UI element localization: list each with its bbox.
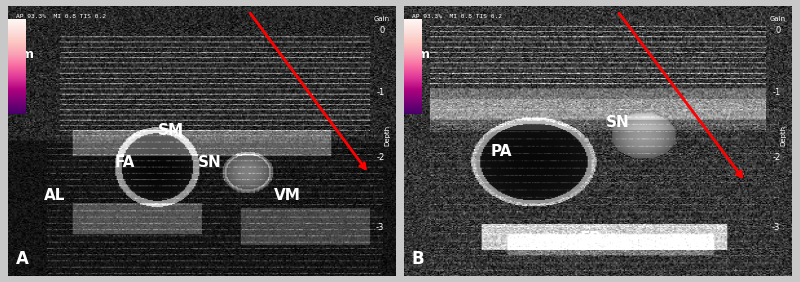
Text: -1: -1 bbox=[376, 88, 384, 97]
Text: AP 93.3%  MI 0.8 TIS 0.2: AP 93.3% MI 0.8 TIS 0.2 bbox=[412, 14, 502, 19]
Text: 0: 0 bbox=[775, 25, 780, 34]
Text: -3: -3 bbox=[376, 223, 384, 232]
Text: Depth: Depth bbox=[384, 125, 390, 146]
Text: Gain: Gain bbox=[374, 16, 390, 23]
Text: -3: -3 bbox=[772, 223, 780, 232]
Text: SN: SN bbox=[606, 114, 630, 129]
Text: PA: PA bbox=[490, 144, 512, 159]
Text: A: A bbox=[16, 250, 29, 268]
Text: -1: -1 bbox=[772, 88, 780, 97]
Text: FB: FB bbox=[579, 231, 602, 246]
Text: Depth: Depth bbox=[780, 125, 786, 146]
Text: VM: VM bbox=[274, 188, 301, 203]
Text: -2: -2 bbox=[376, 153, 384, 162]
Text: SM: SM bbox=[158, 123, 184, 138]
Text: 0: 0 bbox=[379, 25, 384, 34]
Text: SN: SN bbox=[198, 155, 222, 170]
Text: m: m bbox=[417, 48, 430, 61]
Text: m: m bbox=[21, 48, 34, 61]
Text: AL: AL bbox=[44, 188, 66, 203]
Text: AP 93.3%  MI 0.8 TIS 0.2: AP 93.3% MI 0.8 TIS 0.2 bbox=[16, 14, 106, 19]
Text: B: B bbox=[412, 250, 424, 268]
Text: -2: -2 bbox=[772, 153, 780, 162]
Text: Gain: Gain bbox=[770, 16, 786, 23]
Text: FA: FA bbox=[114, 155, 134, 170]
